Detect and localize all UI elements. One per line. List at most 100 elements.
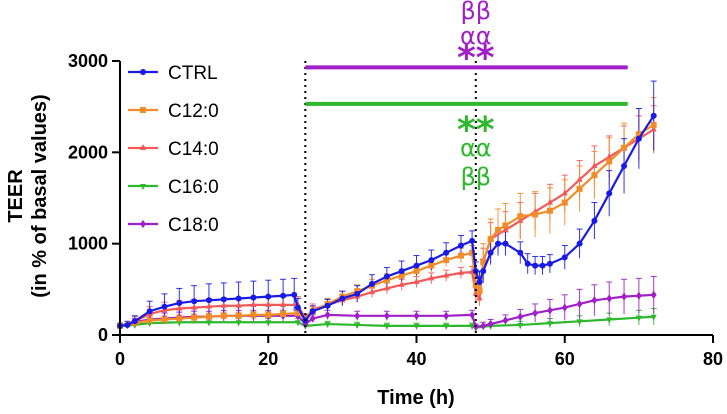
data-point-c12-0 [576,185,583,192]
data-point-ctrl [124,321,131,328]
data-point-c14-0 [502,225,509,232]
data-point-c12-0 [383,277,390,284]
y-tick-label: 0 [98,325,108,345]
data-point-ctrl [539,262,546,269]
data-point-c16-0 [443,323,450,330]
data-point-c14-0 [650,125,657,132]
data-point-c14-0 [606,152,613,159]
annotation-purple-stars: ** [457,38,495,79]
data-point-ctrl [517,249,524,256]
data-point-ctrl [606,190,613,197]
data-point-c12-0 [280,310,287,317]
legend-swatch-marker-c12-0 [140,107,146,113]
data-point-c12-0 [428,262,435,269]
x-tick-label: 60 [555,349,575,369]
data-point-ctrl [324,302,331,309]
data-point-c12-0 [191,314,198,321]
data-point-c14-0 [280,300,287,307]
data-point-ctrl [354,290,361,297]
data-point-c16-0 [650,314,657,321]
data-point-ctrl [309,308,316,315]
data-point-c12-0 [235,312,242,319]
data-point-c12-0 [443,257,450,264]
data-point-c12-0 [250,311,257,318]
legend-item-c14-0: C14:0 [128,139,219,160]
data-point-c16-0 [294,320,301,327]
data-point-ctrl [621,163,628,170]
data-point-ctrl [294,304,301,311]
data-point-c14-0 [235,301,242,308]
data-point-c12-0 [176,315,183,322]
data-point-c18-0 [413,311,420,320]
data-point-ctrl [480,268,487,275]
data-point-c14-0 [472,289,479,296]
data-point-c12-0 [487,236,494,243]
data-point-ctrl [413,262,420,269]
x-tick-label: 40 [406,349,426,369]
data-point-ctrl [443,249,450,256]
data-point-c12-0 [457,252,464,259]
legend-item-c18-0: C18:0 [128,215,219,236]
data-point-ctrl [495,240,502,247]
data-point-c12-0 [650,121,657,128]
data-point-c18-0 [502,316,509,325]
data-point-ctrl [191,298,198,305]
data-point-c18-0 [532,309,539,318]
data-point-c12-0 [532,211,539,218]
data-point-c14-0 [369,288,376,295]
data-point-c12-0 [591,172,598,179]
data-point-c14-0 [205,302,212,309]
data-point-c16-0 [176,320,183,327]
data-point-c14-0 [428,274,435,281]
data-point-c16-0 [546,321,553,328]
series-ctrl [117,112,657,329]
data-point-c16-0 [265,320,272,327]
data-point-ctrl [161,303,168,310]
data-point-c14-0 [176,304,183,311]
data-point-c14-0 [576,175,583,182]
data-point-c16-0 [517,322,524,329]
data-point-ctrl [457,242,464,249]
data-point-ctrl [235,295,242,302]
data-point-c14-0 [398,280,405,287]
data-point-c12-0 [205,313,212,320]
data-point-c14-0 [561,189,568,196]
x-tick-label: 80 [703,349,723,369]
data-point-ctrl [561,254,568,261]
data-point-c14-0 [265,300,272,307]
data-point-ctrl [591,217,598,224]
legend-swatch-marker-c16-0 [140,184,146,190]
data-point-ctrl [476,279,483,286]
legend-item-c16-0: C16:0 [128,177,219,198]
data-point-c14-0 [220,301,227,308]
data-point-c18-0 [487,320,494,329]
data-point-ctrl [650,112,657,119]
data-point-c18-0 [480,321,487,330]
data-point-ctrl [176,300,183,307]
data-point-ctrl [383,273,390,280]
data-point-c14-0 [413,278,420,285]
x-tick-label: 0 [115,349,125,369]
data-point-c16-0 [469,323,476,330]
data-point-c12-0 [413,268,420,275]
data-point-c18-0 [469,310,476,319]
data-point-c18-0 [561,303,568,312]
data-point-c18-0 [635,291,642,300]
data-point-c18-0 [517,312,524,321]
data-point-ctrl [205,297,212,304]
data-point-ctrl [369,280,376,287]
data-point-ctrl [220,296,227,303]
data-point-c12-0 [561,199,568,206]
y-tick-label: 3000 [68,51,108,71]
data-point-ctrl [250,294,257,301]
legend-item-c12-0: C12:0 [128,101,219,122]
data-point-c12-0 [606,158,613,165]
data-point-ctrl [635,135,642,142]
data-point-c14-0 [546,198,553,205]
data-point-ctrl [291,291,298,298]
data-point-c14-0 [191,303,198,310]
legend-swatch-marker-c14-0 [140,144,146,150]
data-point-c14-0 [591,162,598,169]
data-point-c12-0 [220,312,227,319]
legend-label-c12-0: C12:0 [168,101,219,122]
